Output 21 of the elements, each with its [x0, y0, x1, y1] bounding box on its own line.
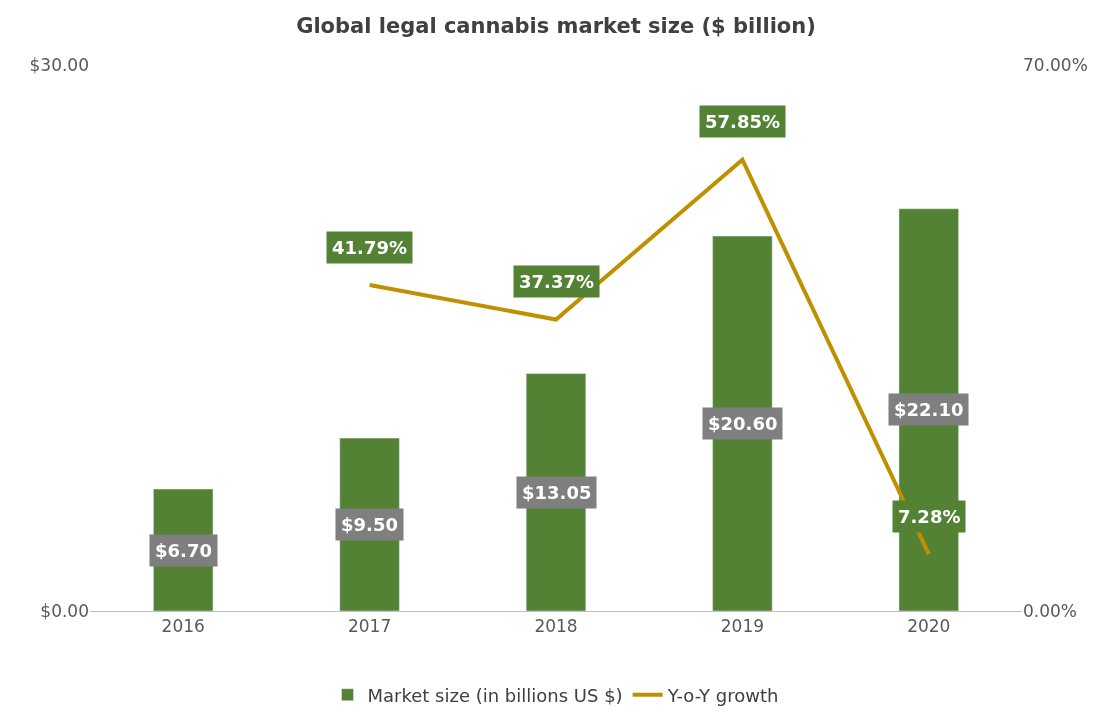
y2-tick-label: 0.00%	[1023, 600, 1078, 621]
data-label: $6.70	[155, 540, 212, 561]
data-label: $20.60	[708, 413, 778, 434]
legend-label: Market size (in billions US $)	[367, 684, 623, 706]
data-label: $13.05	[522, 482, 592, 503]
x-tick-label: 2020	[907, 616, 951, 637]
data-label: $22.10	[894, 399, 964, 420]
data-label: 41.79%	[332, 237, 407, 258]
data-label: 7.28%	[898, 506, 961, 527]
data-label: 37.37%	[519, 271, 594, 292]
y-tick-label: $0.00	[40, 600, 89, 621]
data-label: $9.50	[341, 514, 398, 535]
x-tick-label: 2019	[720, 616, 765, 637]
y2-tick-label: 70.00%	[1023, 54, 1088, 75]
chart-title: Global legal cannabis market size ($ billion)	[296, 13, 816, 38]
x-tick-label: 2017	[347, 616, 392, 637]
x-tick-label: 2016	[161, 616, 205, 637]
x-tick-label: 2018	[534, 616, 578, 637]
data-label: 57.85%	[705, 111, 780, 132]
legend-label: Y-o-Y growth	[666, 684, 779, 706]
y-tick-label: $30.00	[29, 54, 89, 75]
